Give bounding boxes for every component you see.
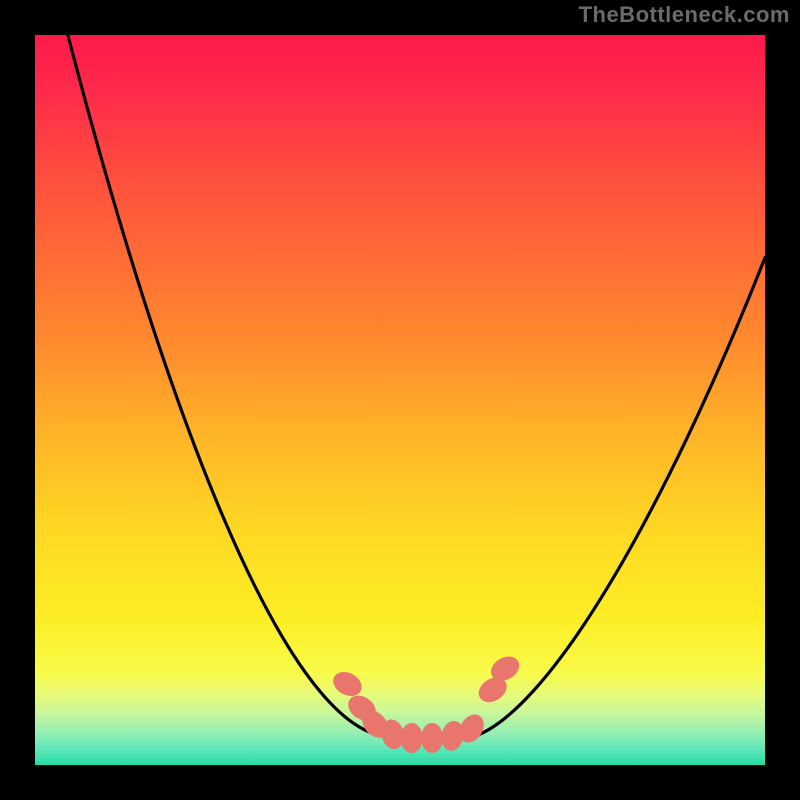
plot-gradient: [35, 35, 765, 765]
curve-bead: [421, 723, 443, 753]
attribution-text: TheBottleneck.com: [579, 2, 790, 28]
chart-svg: [0, 0, 800, 800]
chart-stage: { "attribution": { "text": "TheBottlenec…: [0, 0, 800, 800]
curve-bead: [401, 723, 423, 753]
